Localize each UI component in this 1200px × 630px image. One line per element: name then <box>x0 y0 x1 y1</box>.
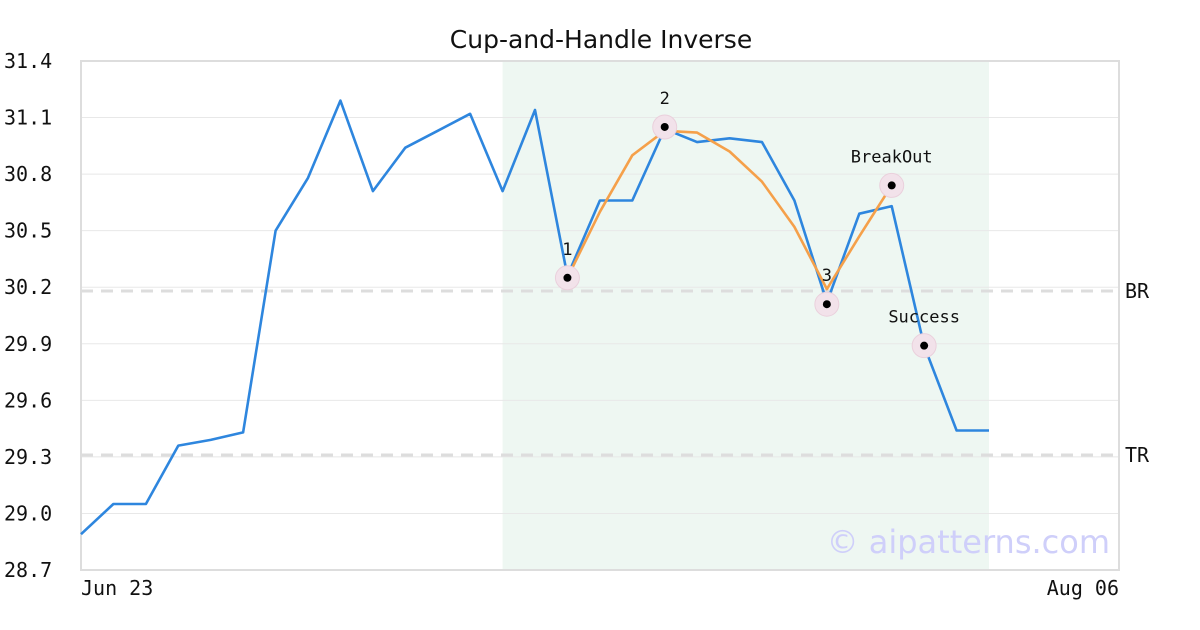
watermark: © aipatterns.com <box>827 523 1110 561</box>
point-marker <box>920 341 929 350</box>
x-axis-ticks: Jun 23 Aug 06 <box>81 576 1119 600</box>
y-tick-label: 29.9 <box>4 332 52 356</box>
chart-title: Cup-and-Handle Inverse <box>450 25 752 54</box>
x-tick-label: Jun 23 <box>81 576 153 600</box>
pattern-points: 1 2 3 BreakOut Success <box>554 89 960 359</box>
y-tick-label: 30.2 <box>4 275 52 299</box>
plot-frame <box>80 60 1120 571</box>
point-marker <box>563 273 572 282</box>
y-tick-label: 29.0 <box>4 501 52 525</box>
series-lines <box>80 99 989 536</box>
reference-levels: BR TR <box>81 279 1150 467</box>
y-axis-ticks: 31.4 31.1 30.8 30.5 30.2 29.9 29.6 29.3 29.0 28.7 <box>4 49 52 582</box>
level-label: TR <box>1125 443 1150 467</box>
point-label: Success <box>888 308 960 328</box>
y-tick-label: 30.8 <box>4 162 52 186</box>
point-marker <box>660 122 669 131</box>
level-label: BR <box>1125 279 1150 303</box>
highlight-region <box>502 61 989 570</box>
y-tick-label: 29.3 <box>4 445 52 469</box>
point-label: 1 <box>562 240 572 260</box>
pattern-fit-line <box>566 129 893 291</box>
point-label: 2 <box>660 89 670 109</box>
y-tick-label: 29.6 <box>4 388 52 412</box>
point-marker <box>887 181 896 190</box>
y-tick-label: 30.5 <box>4 219 52 243</box>
point-label: BreakOut <box>851 147 933 167</box>
y-tick-label: 31.4 <box>4 49 52 73</box>
y-tick-label: 28.7 <box>4 558 52 582</box>
point-marker <box>822 300 831 309</box>
x-tick-label: Aug 06 <box>1047 576 1119 600</box>
point-label: 3 <box>822 266 832 286</box>
y-tick-label: 31.1 <box>4 106 52 130</box>
